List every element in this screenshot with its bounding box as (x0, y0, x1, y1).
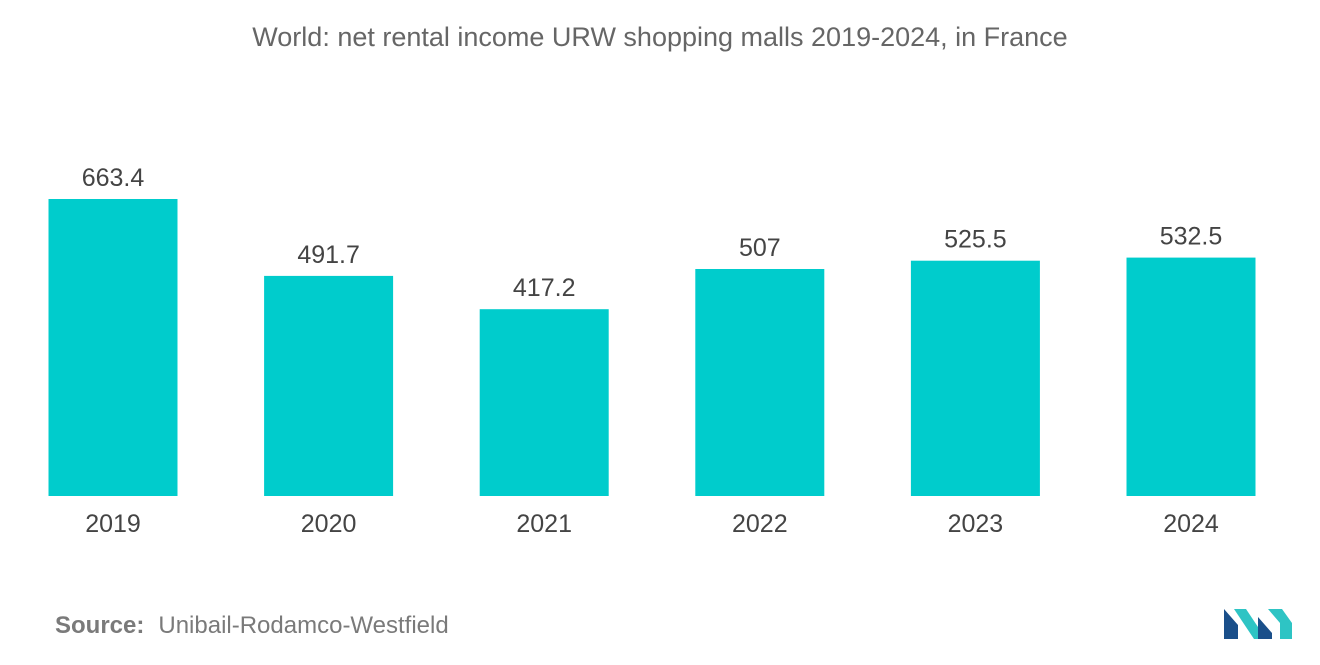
x-tick-label-2019: 2019 (85, 510, 141, 538)
logo-left-stroke (1224, 609, 1238, 639)
bar-2020 (264, 275, 394, 496)
source-label: Source: (55, 612, 145, 639)
value-label-2022: 507 (739, 234, 781, 262)
mordor-intelligence-logo-icon (1224, 609, 1292, 639)
bar-2021 (479, 309, 609, 496)
value-label-2021: 417.2 (513, 274, 576, 302)
x-tick-label-2022: 2022 (732, 510, 788, 538)
source-text: Unibail-Rodamco-Westfield (158, 612, 449, 639)
value-label-2020: 491.7 (297, 241, 360, 269)
source-note: Source: Unibail-Rodamco-Westfield (55, 612, 449, 640)
bar-chart: 663.4 2019 491.7 2020 417.2 2021 507 2022 525.5 2… (48, 164, 1256, 538)
value-label-2023: 525.5 (944, 226, 1007, 254)
x-tick-label-2023: 2023 (948, 510, 1004, 538)
logo-mid-stroke (1234, 609, 1262, 639)
value-label-2024: 532.5 (1160, 223, 1223, 251)
x-tick-label-2020: 2020 (301, 510, 357, 538)
logo-right-stroke (1258, 617, 1272, 639)
logo-end-stroke (1268, 609, 1292, 639)
chart-title: World: net rental income URW shopping ma… (252, 22, 1068, 52)
bar-2024 (1126, 257, 1256, 496)
x-tick-label-2024: 2024 (1163, 510, 1219, 538)
bar-2022 (695, 269, 825, 496)
value-label-2019: 663.4 (82, 164, 145, 192)
bar-2019 (48, 199, 178, 496)
x-tick-label-2021: 2021 (516, 510, 572, 538)
bar-2023 (910, 260, 1040, 496)
